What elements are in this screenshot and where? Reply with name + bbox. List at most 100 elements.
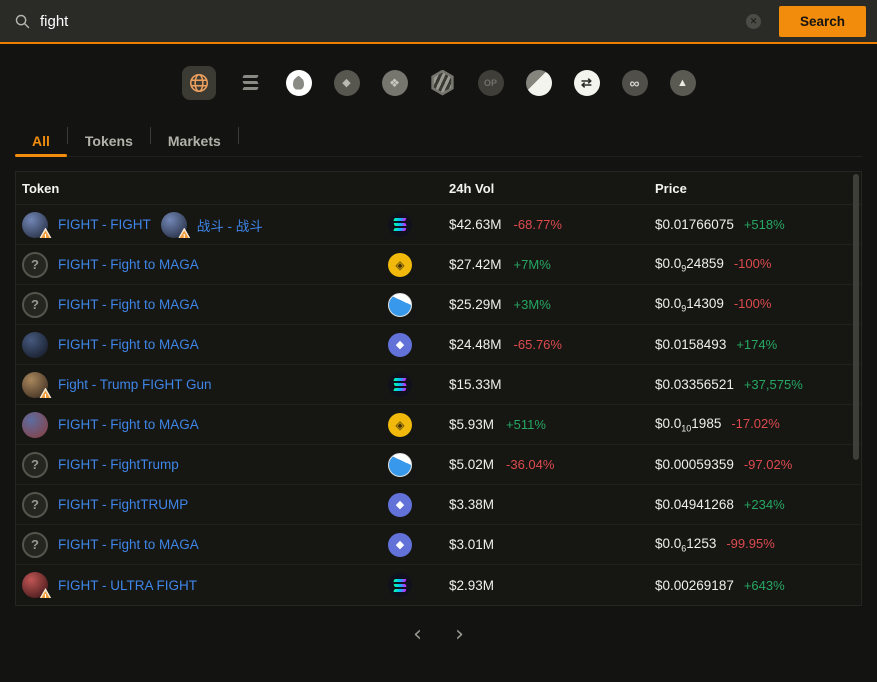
chain-cell (376, 372, 424, 397)
previous-page-button[interactable]: ‹ (405, 620, 431, 650)
search-input[interactable] (40, 12, 746, 30)
table-header-row: Token 24h Vol Price (16, 172, 861, 205)
price-change: -97.02% (743, 457, 793, 472)
network-filter-sui[interactable] (285, 69, 312, 96)
tab-all[interactable]: All (15, 114, 67, 157)
clear-search-icon[interactable]: ✕ (745, 13, 761, 29)
token-name-link[interactable]: FIGHT - Fight to MAGA (58, 297, 199, 312)
price-value: $0.00059359 (655, 457, 734, 472)
token-avatar: ? (22, 491, 48, 518)
column-header-token: Token (22, 180, 60, 196)
volume-cell: $5.93M +511% (424, 417, 630, 432)
ethereum-chain-icon: ◆ (388, 492, 412, 517)
volume-change: +511% (506, 417, 546, 432)
price-cell: $0.03356521 +37,575% (630, 377, 861, 392)
price-change: +643% (743, 577, 785, 593)
token-name-link[interactable]: FIGHT - FIGHT (58, 217, 151, 232)
table-scrollbar-thumb[interactable] (853, 174, 859, 460)
unknown-token-avatar: ? (22, 491, 48, 518)
search-button[interactable]: Search (778, 5, 866, 37)
unknown-token-avatar: ? (22, 251, 48, 278)
token-avatar: ? (22, 451, 48, 478)
table-row[interactable]: ? FIGHT - Fight to MAGA ◆ $3.01M $0.061253 -9… (16, 525, 861, 565)
token-name-link[interactable]: FIGHT - Fight to MAGA (58, 537, 199, 552)
price-cell: $0.0101985 -17.02% (630, 416, 861, 434)
token-name-link[interactable]: FIGHT - FightTRUMP (58, 497, 189, 512)
warning-icon: ! (37, 387, 54, 398)
sui-chain-icon (388, 292, 412, 317)
solana-chain-icon (388, 573, 412, 597)
table-row[interactable]: ! Fight - Trump FIGHT Gun $15.33M $0.033565… (16, 365, 861, 405)
table-row[interactable]: ? FIGHT - FightTrump $5.02M -36.04% $0.00059… (16, 445, 861, 485)
volume-value: $27.42M (449, 257, 502, 272)
chain-cell: ◆ (376, 332, 424, 357)
volume-value: $5.93M (449, 417, 495, 432)
price-cell: $0.04941268 +234% (630, 497, 861, 512)
price-cell: $0.00269187 +643% (630, 578, 861, 593)
chain-cell: ◈ (376, 252, 424, 277)
token-name-link[interactable]: FIGHT - Fight to MAGA (58, 257, 199, 272)
token-name-link[interactable]: FIGHT - ULTRA FIGHT (58, 577, 198, 593)
network-filter-hexagon-badge[interactable] (430, 69, 456, 96)
table-row[interactable]: FIGHT - Fight to MAGA ◈ $5.93M +511% $0.0101… (16, 405, 861, 445)
chain-cell: ◆ (376, 532, 424, 557)
token-cell: ! FIGHT - FIGHT! 战斗 - 战斗 (16, 211, 376, 238)
price-cell: $0.0158493 +174% (630, 337, 861, 352)
volume-cell: $3.01M (424, 537, 630, 552)
network-filter-avalanche[interactable]: ▲ (669, 69, 696, 96)
network-filter-optimism[interactable]: OP (477, 69, 504, 96)
token-avatar (22, 411, 48, 438)
volume-change: +3M% (513, 297, 551, 312)
token-name-link[interactable]: FIGHT - Fight to MAGA (58, 417, 199, 432)
token-name-link[interactable]: Fight - Trump FIGHT Gun (58, 377, 212, 392)
network-filter-half-moon[interactable] (525, 69, 552, 96)
volume-value: $5.02M (449, 457, 495, 472)
token-cell: FIGHT - Fight to MAGA (16, 331, 376, 358)
warning-icon: ! (37, 588, 54, 598)
price-change: -100% (733, 255, 772, 271)
search-results-table: Token 24h Vol Price ! FIGHT - FIGHT! 战斗 - … (15, 171, 862, 606)
network-filter-swap-arrows[interactable]: ⇄ (573, 69, 600, 96)
table-row[interactable]: ! FIGHT - FIGHT! 战斗 - 战斗 $42.63M -68.77% $0.0… (16, 205, 861, 245)
swap-arrows-icon: ⇄ (573, 69, 600, 96)
token-avatar: ! (22, 211, 54, 238)
table-row[interactable]: ? FIGHT - Fight to MAGA ◈ $27.42M +7M% $0.092… (16, 245, 861, 285)
volume-cell: $3.38M (424, 497, 630, 512)
next-page-button[interactable]: › (447, 620, 473, 650)
table-row[interactable]: ? FIGHT - Fight to MAGA $25.29M +3M% $0.0914… (16, 285, 861, 325)
price-cell: $0.061253 -99.95% (630, 536, 861, 554)
solana-chain-icon (388, 372, 412, 397)
pagination: ‹ › (0, 620, 877, 650)
token-alt-name-link[interactable]: 战斗 - 战斗 (196, 218, 263, 234)
search-bar: ✕ Search (0, 0, 877, 44)
tab-tokens[interactable]: Tokens (68, 114, 150, 156)
network-filter-ethereum[interactable]: ◆ (333, 69, 360, 96)
token-name-link[interactable]: FIGHT - FightTrump (58, 457, 179, 472)
volume-value: $15.33M (449, 377, 502, 392)
token-avatar: ? (22, 291, 48, 318)
volume-cell: $42.63M -68.77% (424, 217, 630, 232)
network-filter-all-networks-globe[interactable] (181, 65, 216, 100)
token-name-link[interactable]: FIGHT - Fight to MAGA (58, 337, 199, 352)
price-value: $0.061253 (655, 535, 717, 554)
volume-change: +7M% (513, 257, 551, 272)
price-cell: $0.00059359 -97.02% (630, 457, 861, 472)
token-cell: ? FIGHT - FightTrump (16, 451, 376, 478)
table-row[interactable]: ! FIGHT - ULTRA FIGHT $2.93M $0.00269187 +64… (16, 565, 861, 605)
avalanche-icon: ▲ (669, 69, 696, 96)
network-filter-solana[interactable] (238, 70, 264, 96)
network-filter-infinity[interactable]: ∞ (621, 69, 648, 96)
volume-cell: $5.02M -36.04% (424, 457, 630, 472)
volume-change: -65.76% (513, 337, 562, 352)
token-avatar-image (22, 411, 48, 438)
table-row[interactable]: FIGHT - Fight to MAGA ◆ $24.48M -65.76% $0.0… (16, 325, 861, 365)
chain-cell (376, 292, 424, 317)
price-cell: $0.0924859 -100% (630, 256, 861, 274)
volume-value: $3.38M (449, 497, 495, 512)
tab-markets[interactable]: Markets (151, 114, 238, 156)
network-filter-bnb[interactable]: ❖ (381, 69, 408, 96)
price-value: $0.00269187 (655, 577, 734, 593)
chain-cell (376, 212, 424, 237)
globe-icon (189, 73, 208, 92)
table-row[interactable]: ? FIGHT - FightTRUMP ◆ $3.38M $0.04941268 +23… (16, 485, 861, 525)
